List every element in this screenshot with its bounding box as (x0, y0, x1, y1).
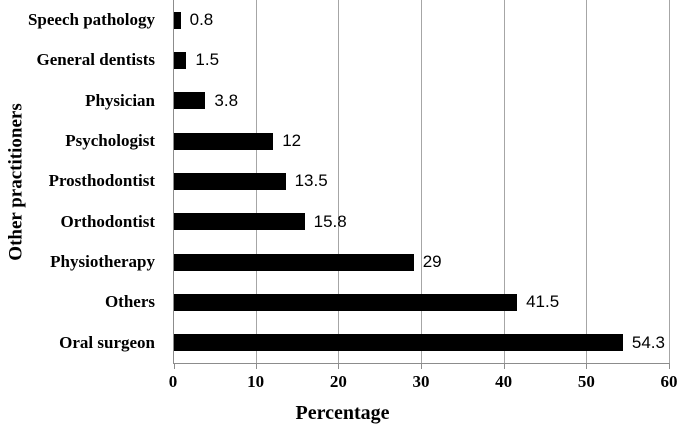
category-label: Orthodontist (60, 211, 155, 231)
x-tick-mark-10 (255, 363, 257, 369)
bar (174, 92, 206, 110)
category-label: Others (104, 292, 155, 312)
bar (174, 253, 414, 271)
value-label: 13.5 (294, 171, 328, 191)
bar (174, 11, 181, 29)
x-tick-label-10: 10 (247, 372, 265, 391)
x-tick-label-30: 30 (412, 372, 430, 391)
bar (174, 132, 274, 150)
value-label: 54.3 (631, 332, 665, 352)
bar (174, 213, 305, 231)
x-tick-mark-0 (174, 363, 175, 369)
category-label: Prosthodontist (48, 171, 155, 191)
x-tick-label-0: 0 (168, 372, 178, 391)
x-tick-label-40: 40 (495, 372, 513, 391)
category-labels: Speech pathology General dentists Physicia… (0, 0, 155, 363)
value-label: 15.8 (313, 211, 347, 231)
value-label: 29 (422, 252, 442, 272)
x-axis-title: Percentage (295, 402, 390, 424)
x-tick-label-50: 50 (577, 372, 595, 391)
x-tick-mark-60 (669, 363, 670, 369)
bar (174, 334, 623, 352)
bar (174, 173, 286, 190)
plot-area: 0.8 1.5 3.8 12 13.5 15.8 29 41.5 54.3 (173, 0, 670, 369)
gridline-50 (586, 0, 588, 363)
value-label: 0.8 (189, 10, 214, 30)
category-label: Physiotherapy (50, 252, 155, 272)
bar (174, 52, 187, 69)
gridline-20 (338, 0, 340, 363)
bar (174, 294, 518, 311)
value-label: 3.8 (214, 90, 239, 110)
category-label: Physician (85, 90, 155, 110)
value-label: 41.5 (526, 292, 560, 312)
category-label: Psychologist (65, 131, 155, 151)
x-tick-mark-20 (338, 363, 340, 369)
category-label: Speech pathology (27, 10, 155, 30)
x-tick-mark-50 (586, 363, 588, 369)
x-tick-mark-40 (503, 363, 505, 369)
gridline-40 (503, 0, 505, 363)
x-tick-labels: 0 10 20 30 40 50 60 (169, 372, 678, 394)
x-tick-mark-30 (421, 363, 422, 369)
x-tick-label-20: 20 (329, 372, 347, 391)
gridline-30 (421, 0, 422, 363)
gridline-60 (669, 0, 670, 363)
category-label: Oral surgeon (59, 332, 155, 352)
category-label: General dentists (36, 50, 155, 70)
x-tick-label-60: 60 (660, 372, 678, 391)
value-label: 12 (282, 131, 302, 151)
value-label: 1.5 (195, 50, 220, 70)
